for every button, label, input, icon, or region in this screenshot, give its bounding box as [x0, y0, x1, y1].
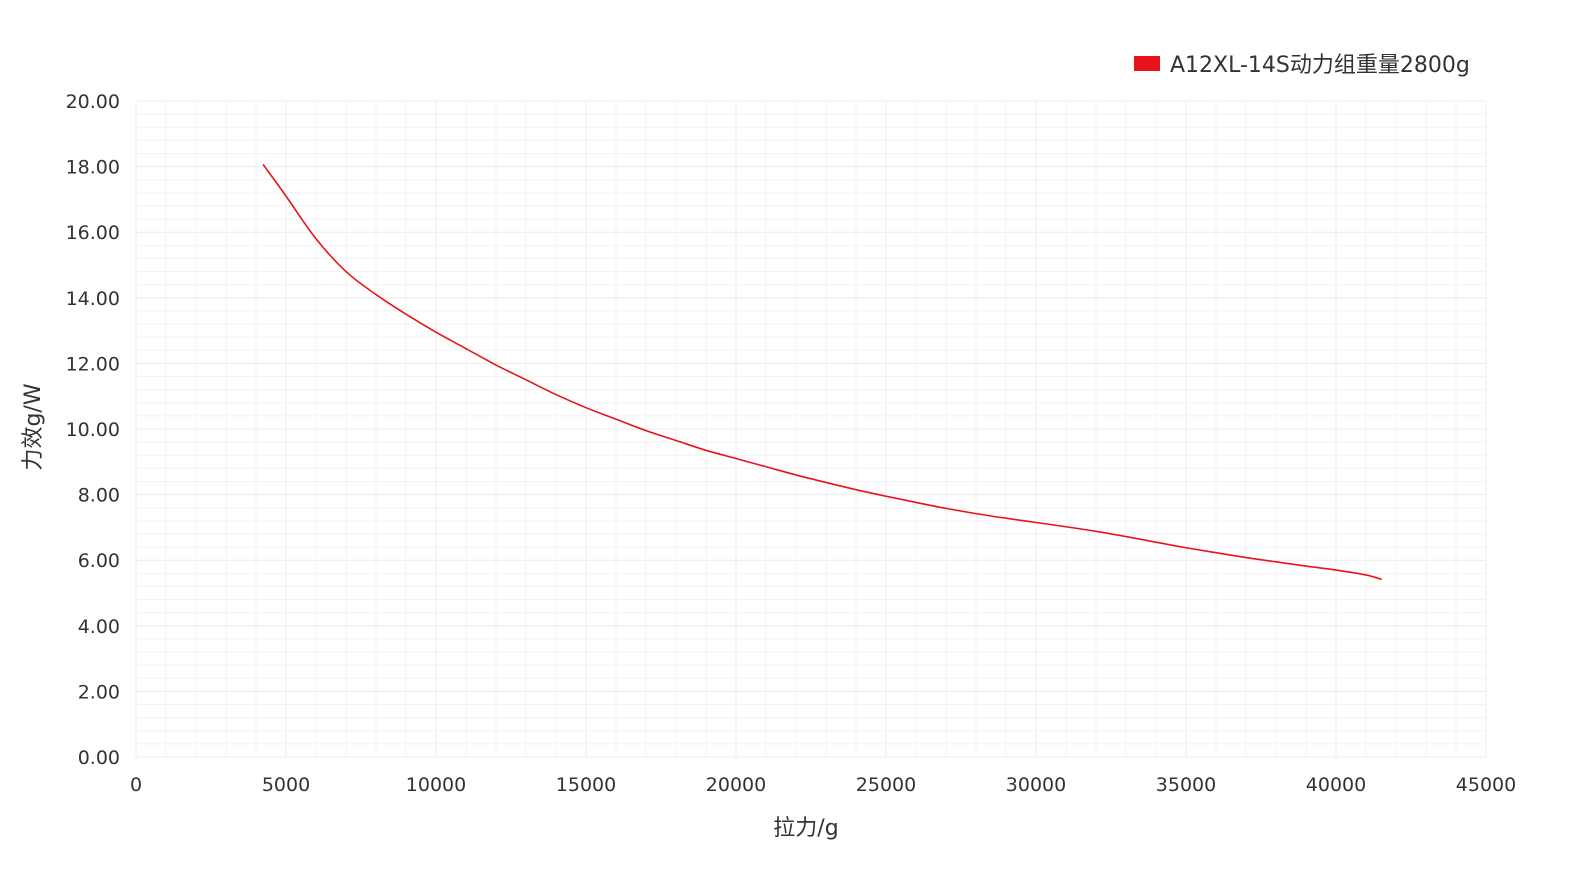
legend[interactable]: A12XL-14S动力组重量2800g	[1134, 53, 1470, 78]
series-layer	[262, 164, 1382, 581]
x-tick-label: 20000	[706, 774, 766, 796]
x-tick-label: 5000	[262, 774, 310, 796]
legend-swatch	[1134, 56, 1160, 71]
y-tick-label: 8.00	[78, 485, 120, 507]
x-tick-label: 30000	[1006, 774, 1066, 796]
series-line	[262, 164, 1382, 581]
axes: 0 5000 10000 15000 20000 25000 30000 35000 40000…	[66, 91, 1517, 796]
x-tick-label: 15000	[556, 774, 616, 796]
x-tick-label: 45000	[1456, 774, 1516, 796]
y-tick-label: 14.00	[66, 288, 120, 310]
y-tick-label: 20.00	[66, 91, 120, 113]
y-tick-label: 6.00	[78, 550, 120, 572]
y-tick-label: 0.00	[78, 747, 120, 769]
y-tick-label: 18.00	[66, 157, 120, 179]
y-tick-label: 10.00	[66, 419, 120, 441]
x-tick-label: 35000	[1156, 774, 1216, 796]
y-tick-label: 2.00	[78, 681, 120, 703]
legend-label: A12XL-14S动力组重量2800g	[1170, 53, 1470, 78]
x-axis-title: 拉力/g	[773, 816, 838, 841]
grid	[135, 100, 1487, 758]
y-tick-label: 4.00	[78, 616, 120, 638]
x-tick-label: 10000	[406, 774, 466, 796]
y-axis-title: 力效g/W	[21, 383, 46, 470]
x-tick-label: 40000	[1306, 774, 1366, 796]
x-tick-label: 0	[130, 774, 142, 796]
x-tick-label: 25000	[856, 774, 916, 796]
y-tick-label: 12.00	[66, 353, 120, 375]
y-tick-label: 16.00	[66, 222, 120, 244]
